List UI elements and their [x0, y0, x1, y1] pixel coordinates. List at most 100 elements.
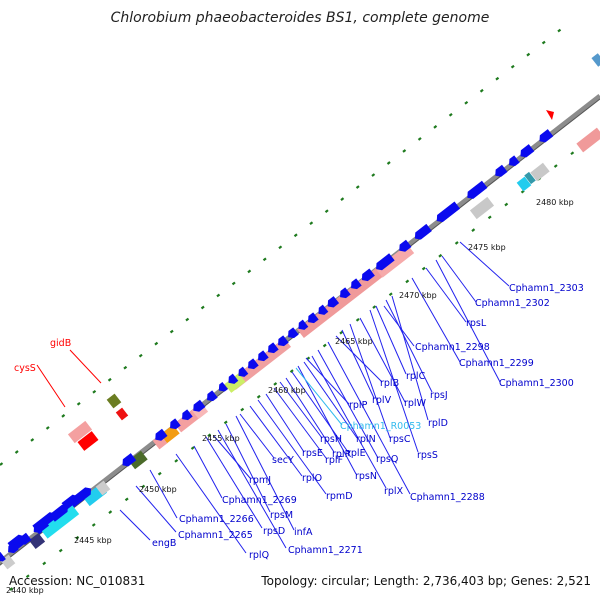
reverse-gene-2-shape [19, 532, 32, 545]
gidB-gene-shape [106, 393, 122, 409]
reverse-gene-18-shape [278, 335, 289, 347]
leader-line-8 [193, 445, 223, 499]
gene-label-rpmD: rpmD [326, 491, 353, 502]
gc-skew-marks-outer [0, 28, 562, 466]
reverse-gene-20 [298, 319, 309, 330]
reverse-gene-33 [509, 155, 520, 167]
gene-label-rpsS: rpsS [417, 450, 438, 461]
gene-label-rplE: rplE [347, 448, 366, 459]
leader-line-7 [217, 429, 287, 549]
leader-line-4 [175, 453, 247, 554]
leader-line-24 [327, 341, 411, 495]
gc-mark [448, 112, 453, 117]
leader-line-3 [135, 485, 177, 533]
gc-mark [372, 305, 377, 309]
gene-label-rpsD: rpsD [263, 526, 285, 537]
tick-2450: 2450 kbp [139, 485, 177, 494]
gc-mark [438, 253, 443, 258]
reverse-strand-genes [0, 129, 554, 562]
reverse-gene-28-shape [399, 239, 412, 252]
gc-mark [495, 76, 500, 81]
trna-gene-1 [40, 505, 80, 539]
reverse-gene-10 [193, 399, 206, 412]
leader-line-28 [341, 329, 375, 399]
reverse-gene-27-shape [376, 253, 395, 271]
gc-mark [107, 377, 112, 382]
leader-line-12 [239, 413, 275, 459]
leader-line-16 [273, 387, 327, 459]
cysS-gene [67, 420, 93, 444]
gc-mark [247, 269, 252, 274]
gc-mark [479, 88, 484, 93]
gc-mark [471, 228, 476, 232]
gc-mark [464, 100, 469, 105]
leader-line-11 [213, 435, 251, 479]
gene-label-c2299: Cphamn1_2299 [459, 358, 534, 369]
leader-line-23 [317, 349, 379, 459]
gc-mark [433, 125, 438, 129]
gene-label-rplP: rplP [349, 400, 368, 411]
gc-mark [262, 257, 267, 262]
gc-mark [92, 389, 97, 394]
reverse-gene-29-shape [414, 223, 432, 240]
reverse-gene-13 [228, 373, 239, 384]
reverse-gene-12 [218, 381, 228, 392]
reverse-gene-11-shape [207, 390, 218, 402]
gene-label-rplO: rplO [302, 473, 322, 484]
reverse-gene-18 [278, 335, 289, 347]
gc-mark [293, 233, 298, 238]
gene-label-rplW: rplW [404, 398, 427, 409]
topology-text: Topology: circular; Length: 2,736,403 bp… [260, 574, 591, 588]
reverse-gene-5-shape [74, 487, 92, 504]
reverse-gene-35-shape [539, 129, 554, 143]
reverse-gene-13-shape [228, 373, 239, 384]
gc-mark [123, 365, 128, 370]
rrna-band-5-shape [576, 127, 600, 153]
gc-mark [570, 151, 575, 156]
reverse-gene-34 [520, 144, 535, 158]
leader-line-31 [369, 309, 419, 453]
reverse-gene-9-shape [182, 409, 193, 421]
reverse-gene-29 [414, 223, 432, 240]
gc-mark [124, 497, 129, 502]
reverse-gene-31 [467, 180, 488, 199]
reverse-gene-26 [361, 268, 375, 282]
reverse-gene-23-shape [327, 296, 340, 308]
gene-label-rpsH: rpsH [320, 434, 342, 445]
gidB-arrow-shape [115, 407, 129, 421]
gene-label-c2269: Cphamn1_2269 [222, 495, 297, 506]
leader-line-40 [459, 241, 510, 287]
reverse-gene-24 [340, 287, 351, 299]
gc-mark [355, 185, 360, 189]
gene-orange-shape [160, 424, 180, 444]
gc-mark [289, 369, 294, 373]
gc-mark [174, 459, 179, 463]
gc-mark [207, 433, 212, 438]
cysS-arrow-shape [77, 431, 99, 451]
gene-label-c2265: Cphamn1_2265 [178, 530, 253, 541]
gene-label-cysS: cysS [14, 363, 36, 374]
reverse-gene-30 [436, 201, 461, 223]
gc-mark [278, 245, 283, 250]
trna-gene-1-shape [40, 505, 80, 539]
reverse-gene-23 [327, 296, 340, 308]
gene-label-c2288: Cphamn1_2288 [410, 492, 485, 503]
leader-line-38 [425, 267, 467, 323]
edge-gene [591, 53, 600, 67]
gc-mark [324, 209, 329, 214]
gc-mark [76, 401, 81, 406]
leader-line-30 [359, 317, 406, 403]
gidB-gene [106, 393, 122, 409]
gc-mark [553, 164, 558, 168]
gc-mark [256, 394, 261, 399]
gc-mark [339, 330, 344, 335]
reverse-gene-20-shape [298, 319, 309, 330]
gc-mark [240, 407, 245, 412]
leader-line-17 [279, 381, 323, 439]
leader-line-36 [411, 277, 461, 363]
grey-gene-0 [95, 480, 111, 496]
gene-label-rplD: rplD [428, 418, 448, 429]
tick-2475: 2475 kbp [468, 243, 506, 252]
